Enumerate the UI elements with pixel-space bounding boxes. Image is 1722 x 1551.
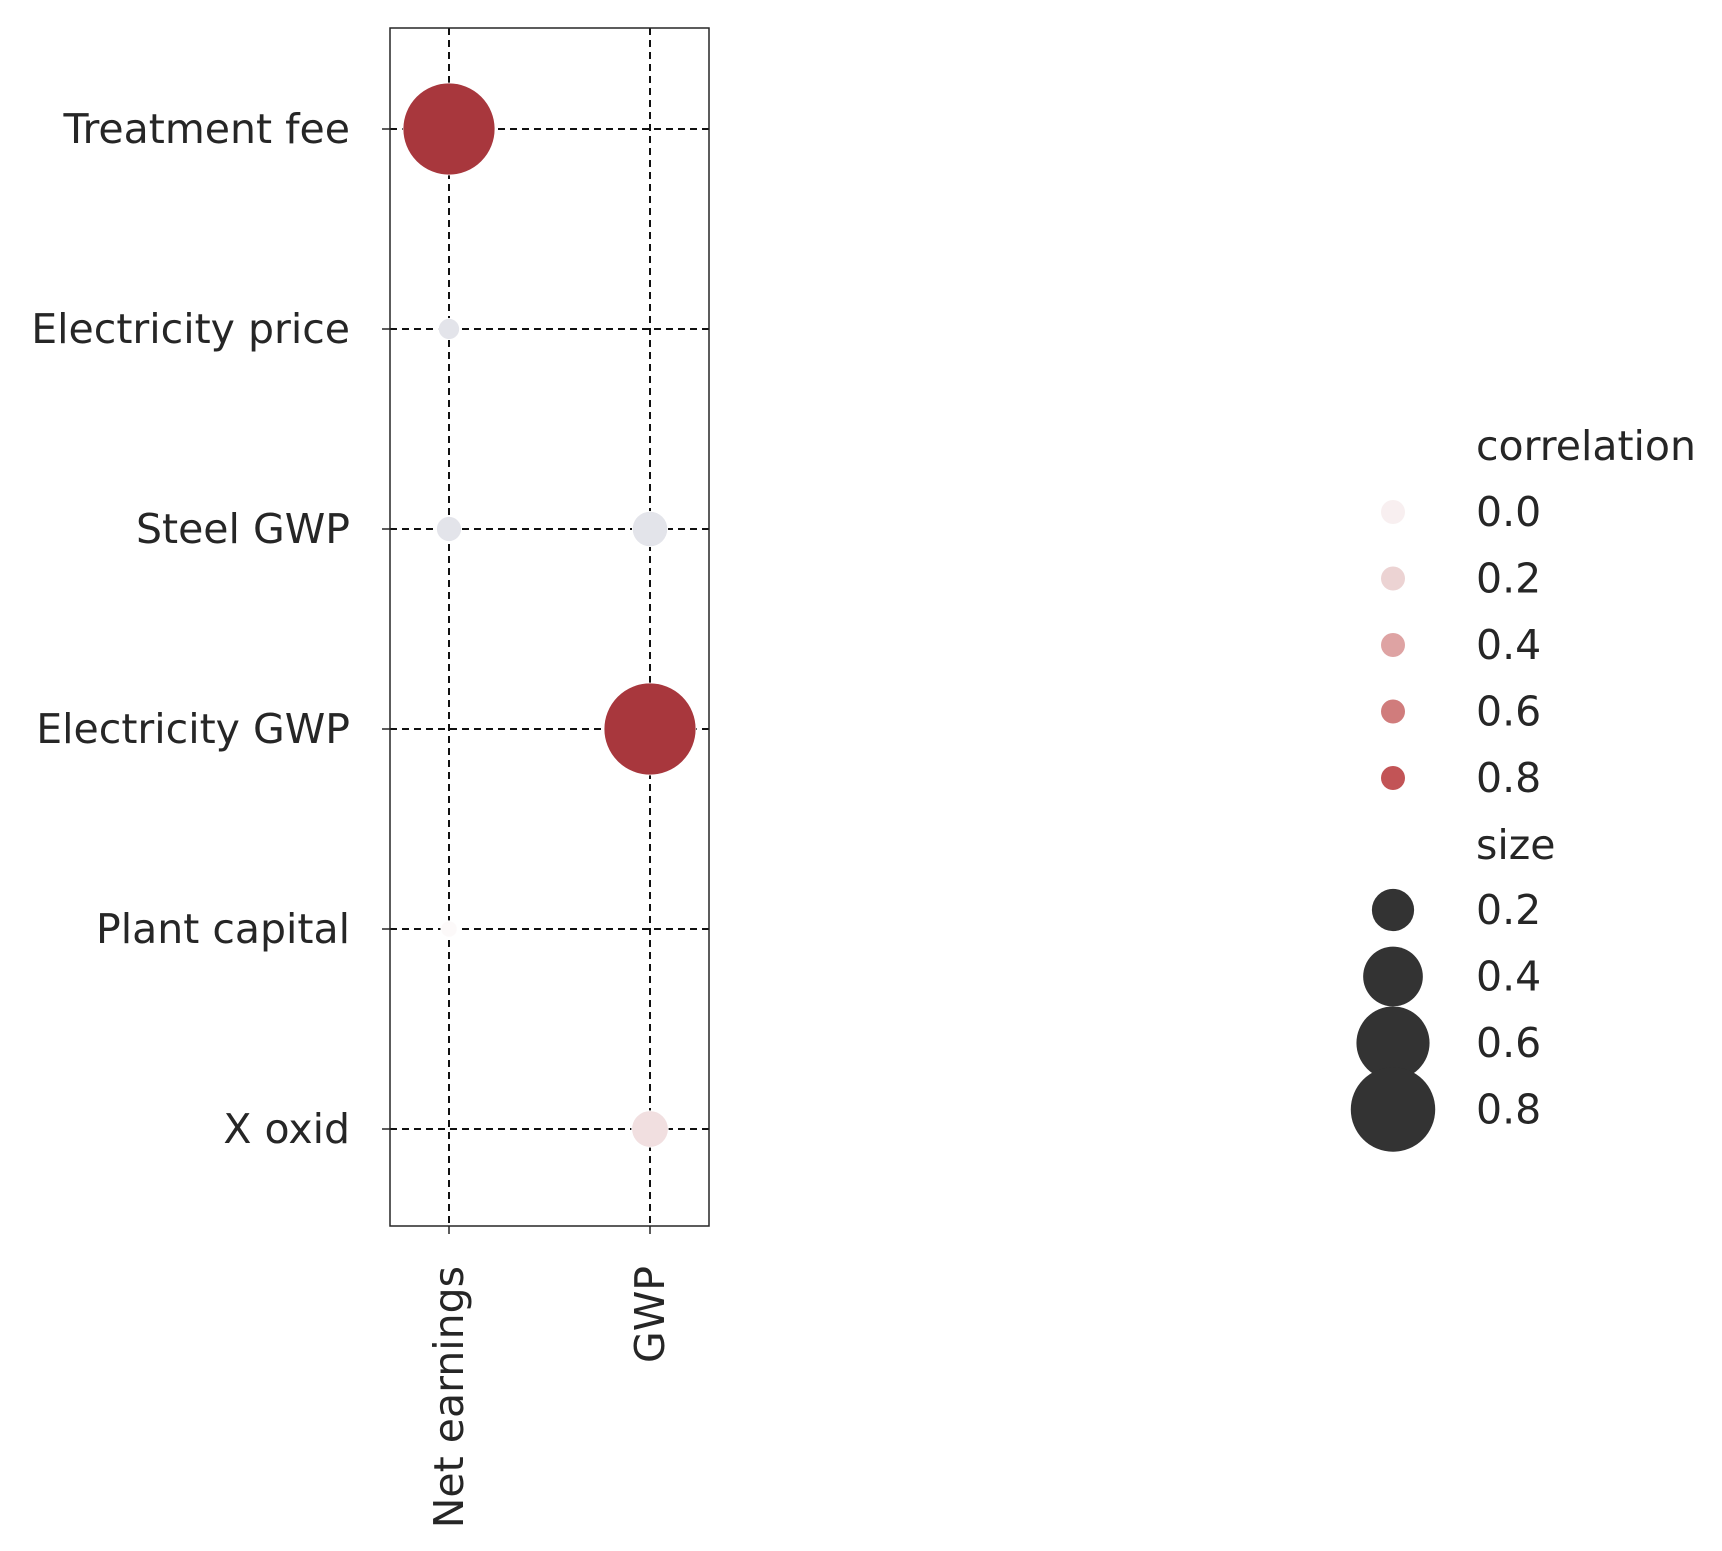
plot-frame bbox=[389, 27, 710, 1227]
legend-size-label: 0.6 bbox=[1476, 1019, 1541, 1067]
legend-hue-label: 0.8 bbox=[1476, 754, 1541, 802]
legend-hue-label: 0.4 bbox=[1476, 621, 1541, 669]
legend: correlation 0.00.20.40.60.8 size 0.20.40… bbox=[1350, 422, 1696, 1152]
y-tick-label: X oxid bbox=[223, 1105, 350, 1153]
x-tick-label: Net earnings bbox=[425, 1266, 473, 1528]
legend-size-label: 0.8 bbox=[1476, 1086, 1541, 1134]
point-net-earnings-treatment-fee bbox=[402, 82, 496, 176]
point-gwp-electricity-gwp bbox=[603, 682, 697, 776]
legend-size-swatch bbox=[1356, 1006, 1430, 1080]
grid-lines bbox=[390, 28, 709, 1226]
legend-size-swatch bbox=[1371, 888, 1415, 932]
y-tick-label: Steel GWP bbox=[136, 505, 350, 553]
legend-hue-swatch bbox=[1381, 699, 1405, 724]
point-net-earnings-steel-gwp bbox=[436, 516, 462, 542]
point-net-earnings-plant-capital bbox=[440, 920, 458, 938]
point-net-earnings-electricity-price bbox=[438, 318, 460, 340]
legend-size-label: 0.4 bbox=[1476, 953, 1541, 1001]
legend-hue-label: 0.0 bbox=[1476, 488, 1541, 536]
legend-hue-swatch bbox=[1381, 500, 1405, 524]
legend-size-label: 0.2 bbox=[1476, 886, 1541, 934]
legend-hue-label: 0.6 bbox=[1476, 688, 1541, 736]
legend-size-entries: 0.2 0.4 0.6 0.8 bbox=[1350, 886, 1541, 1152]
legend-size-swatch bbox=[1350, 1067, 1436, 1152]
legend-hue-entries: 0.0 0.2 0.4 0.6 0.8 bbox=[1381, 488, 1541, 802]
x-tick-label: GWP bbox=[626, 1266, 674, 1363]
legend-hue-label: 0.2 bbox=[1476, 555, 1541, 603]
legend-hue-swatch bbox=[1381, 766, 1405, 790]
y-tick-label: Electricity GWP bbox=[36, 705, 350, 753]
point-gwp-x-oxid bbox=[631, 1110, 669, 1148]
legend-hue-title: correlation bbox=[1476, 422, 1696, 470]
legend-hue-swatch bbox=[1381, 633, 1405, 657]
axis-ticks: Net earnings GWP Treatment fee Electricity … bbox=[31, 105, 674, 1528]
point-gwp-steel-gwp bbox=[631, 510, 669, 548]
legend-size-swatch bbox=[1363, 946, 1423, 1007]
y-tick-label: Plant capital bbox=[96, 905, 350, 953]
y-tick-label: Treatment fee bbox=[62, 105, 350, 153]
y-tick-label: Electricity price bbox=[31, 305, 350, 353]
data-points bbox=[402, 82, 697, 1148]
legend-size-title: size bbox=[1476, 821, 1556, 869]
legend-hue-swatch bbox=[1381, 566, 1405, 591]
